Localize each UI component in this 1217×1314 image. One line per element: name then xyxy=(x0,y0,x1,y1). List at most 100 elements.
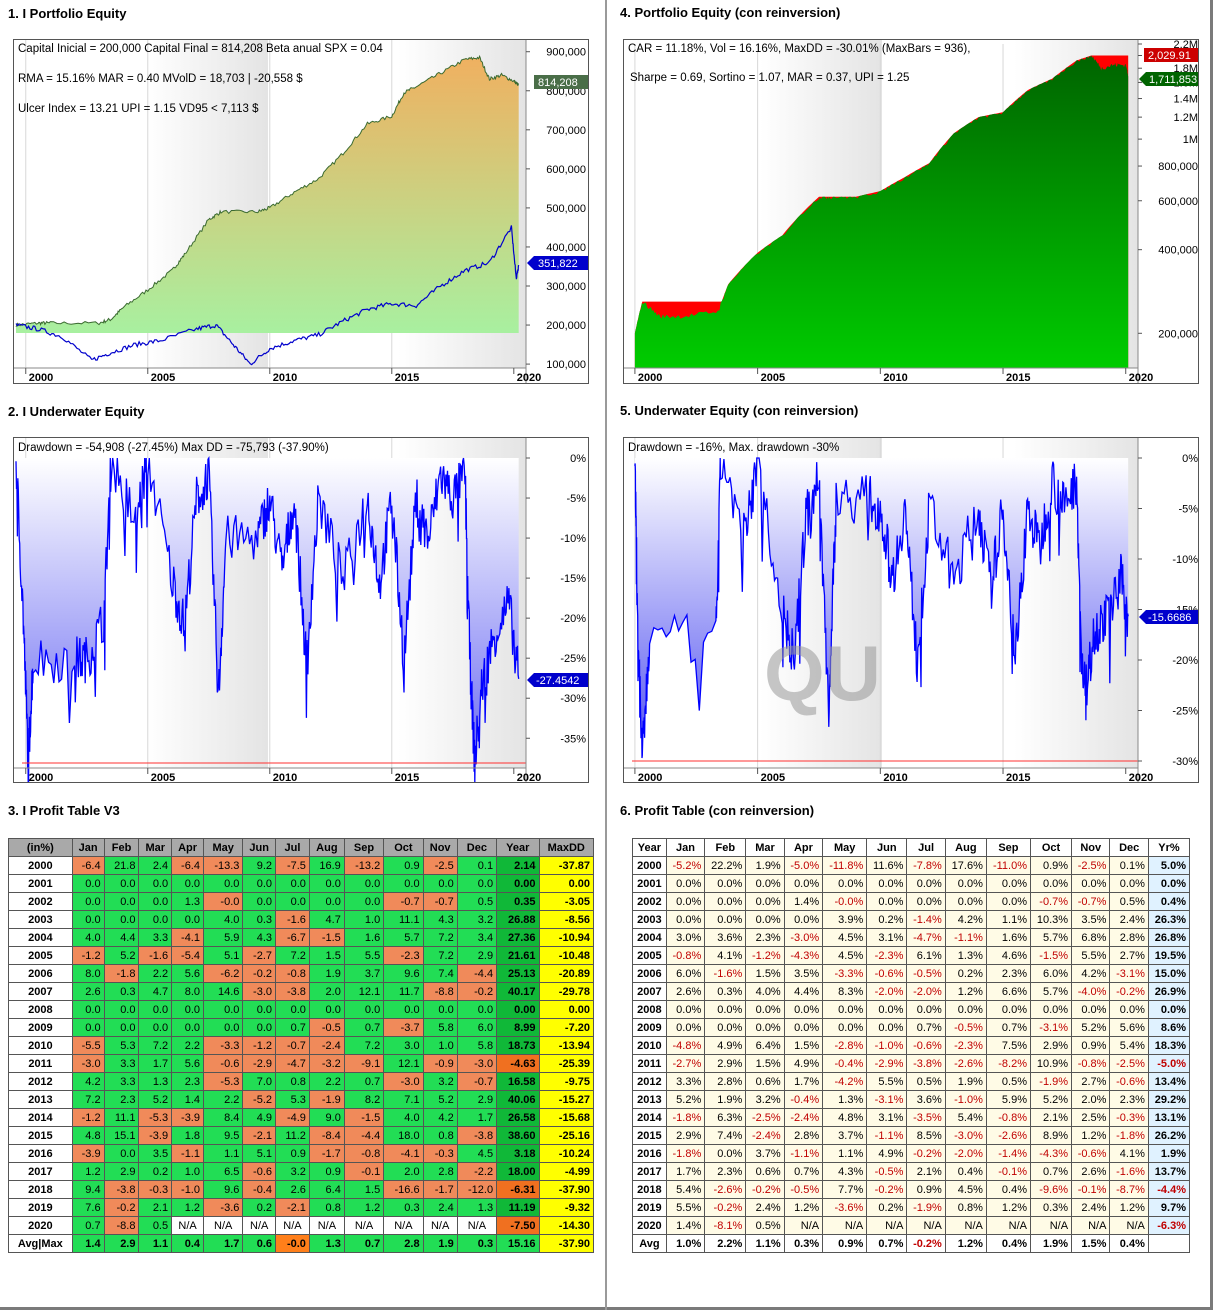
table6-cell: 0.0% xyxy=(1147,874,1191,893)
table6-cell: 5.2% xyxy=(665,1090,706,1109)
table3-cell: 1.0 xyxy=(343,910,385,929)
table3-cell: 2.3 xyxy=(171,1072,204,1091)
table3-cell: -0.4 xyxy=(242,1180,277,1199)
table3-avg-cell: 1.9 xyxy=(422,1234,458,1253)
table3-cell: 7.4 xyxy=(422,964,458,983)
table6-cell: -11.0% xyxy=(985,856,1031,875)
table6-cell: 0.0% xyxy=(745,910,785,929)
table3-cell: -4.9 xyxy=(275,1108,310,1127)
table6-cell: 2.3% xyxy=(1109,1090,1149,1109)
table6-cell: -0.8% xyxy=(985,1108,1031,1127)
table3-avg-cell: 2.8 xyxy=(383,1234,424,1253)
table6-cell: 1.2% xyxy=(1071,1126,1111,1145)
table3-cell: 3.3 xyxy=(138,928,173,947)
table6-cell: 0.0% xyxy=(745,892,785,911)
table3-cell: -9.1 xyxy=(343,1054,385,1073)
table6-cell: 1.1% xyxy=(985,910,1031,929)
table6-cell: 8.5% xyxy=(906,1126,946,1145)
table3-cell: -5.2 xyxy=(242,1090,277,1109)
table6-cell: 6.6% xyxy=(985,982,1031,1001)
table3-cell: 9.5 xyxy=(202,1126,244,1145)
table3-cell: 0.3 xyxy=(242,910,277,929)
table3-cell: 7.2 xyxy=(343,1036,385,1055)
table3-cell: -2.7 xyxy=(242,946,277,965)
table6-cell: 9.7% xyxy=(1147,1198,1191,1217)
table3-cell: 0.00 xyxy=(538,1000,594,1019)
table6-cell: 4.1% xyxy=(704,946,747,965)
table3-cell: 2.9 xyxy=(456,1090,498,1109)
table6-cell: -2.7% xyxy=(665,1054,706,1073)
table-row: 2003 0.0 0.0 0.0 0.0 4.0 0.3 -1.6 4.7 1.0 11.1 4.3 3… xyxy=(8,910,594,929)
table6-cell: 0.0% xyxy=(745,1000,785,1019)
table3-avg-cell: 1.3 xyxy=(308,1234,345,1253)
table6-cell: 4.4% xyxy=(783,982,824,1001)
drawdown-x-tick-label: 2005 xyxy=(151,772,175,782)
table6-cell: 0.0% xyxy=(906,1000,946,1019)
table6-cell: -0.6% xyxy=(1109,1072,1149,1091)
table6-cell: 2.1% xyxy=(906,1162,946,1181)
table3-cell: N/A xyxy=(242,1216,277,1235)
equity-info-line-1: Capital Inicial = 200,000 Capital Final … xyxy=(18,43,383,55)
table6-cell: 0.0% xyxy=(1147,1000,1191,1019)
table6-cell: -2.4% xyxy=(783,1108,824,1127)
reinv-equity-x-tick-label: 2005 xyxy=(761,372,785,383)
table3-cell: 0.0 xyxy=(103,1144,140,1163)
table6-cell: 1.7% xyxy=(783,1072,824,1091)
table6-cell: 5.4% xyxy=(944,1108,987,1127)
table6-cell: -6.3% xyxy=(1147,1216,1191,1235)
table6-cell: 4.6% xyxy=(985,946,1031,965)
table6-cell: -2.3% xyxy=(866,946,908,965)
table3-header-cell: Nov xyxy=(422,838,458,857)
table6-cell: 2011 xyxy=(632,1054,667,1073)
table6-header-cell: Dec xyxy=(1109,838,1149,857)
table6-cell: 0.0% xyxy=(1109,1000,1149,1019)
table3-cell: 2009 xyxy=(8,1018,73,1037)
table3-header-cell: Feb xyxy=(103,838,140,857)
table-row: 2017 1.7% 2.3% 0.6% 0.7% 4.3% -0.5% 2.1% 0.4% -0.… xyxy=(632,1162,1191,1181)
table3-avg-cell: 1.4 xyxy=(71,1234,105,1253)
table3-cell: -0.7 xyxy=(275,1036,310,1055)
table3-cell: 2010 xyxy=(8,1036,73,1055)
table3-cell: -4.1 xyxy=(171,928,204,947)
table3-cell: -2.1 xyxy=(275,1198,310,1217)
table6-cell: -0.3% xyxy=(1109,1108,1149,1127)
table3-cell: 5.8 xyxy=(422,1018,458,1037)
drawdown-y-tick-label: -10% xyxy=(560,533,586,545)
table6-cell: 1.9% xyxy=(944,1072,987,1091)
table3-cell: -5.3 xyxy=(202,1072,244,1091)
table3-cell: 2007 xyxy=(8,982,73,1001)
table6-cell: -2.3% xyxy=(944,1036,987,1055)
table3-header-cell: (in%) xyxy=(8,838,73,857)
table6-avg-cell xyxy=(1147,1234,1191,1253)
table6-cell: 2.8% xyxy=(1109,928,1149,947)
table3-cell: -0.7 xyxy=(422,892,458,911)
table6-cell: -1.1% xyxy=(783,1144,824,1163)
table3-cell: 11.1 xyxy=(383,910,424,929)
table3-cell: -3.0 xyxy=(456,1054,498,1073)
table6-cell: -2.4% xyxy=(745,1126,785,1145)
table3-cell: 14.6 xyxy=(202,982,244,1001)
table3-cell: 0.9 xyxy=(308,1162,345,1181)
table6-cell: 26.2% xyxy=(1147,1126,1191,1145)
profit-table-reinv: Year Jan Feb Mar Apr May Jun Jul Aug Sep Oct Nov Dec… xyxy=(632,838,1191,1253)
table6-cell: 26.3% xyxy=(1147,910,1191,929)
reinv-equity-y-tick-label: 2.2M xyxy=(1174,40,1198,51)
drawdown-x-tick-label: 2010 xyxy=(273,772,297,782)
table-row: 2002 0.0 0.0 0.0 1.3 -0.0 0.0 0.0 0.0 0.0 -0.7 -0.7… xyxy=(8,892,594,911)
table3-cell: -20.89 xyxy=(538,964,594,983)
table3-cell: -37.87 xyxy=(538,856,594,875)
table3-cell: 4.3 xyxy=(422,910,458,929)
table3-cell: 1.5 xyxy=(343,1180,385,1199)
table6-cell: 0.3% xyxy=(1029,1198,1073,1217)
table6-avg-cell: -0.2% xyxy=(906,1234,946,1253)
drawdown-y-tick-label: -30% xyxy=(560,693,586,705)
table6-cell: -0.8% xyxy=(1071,1054,1111,1073)
table3-cell: 0.2 xyxy=(138,1162,173,1181)
table6-cell: 2008 xyxy=(632,1000,667,1019)
table3-cell: 5.2 xyxy=(103,946,140,965)
table6-cell: 4.2% xyxy=(1071,964,1111,983)
table6-cell: 0.7% xyxy=(906,1018,946,1037)
table6-avg-cell: 0.4% xyxy=(985,1234,1031,1253)
table6-cell: 2.9% xyxy=(704,1054,747,1073)
table6-cell: -0.2% xyxy=(704,1198,747,1217)
